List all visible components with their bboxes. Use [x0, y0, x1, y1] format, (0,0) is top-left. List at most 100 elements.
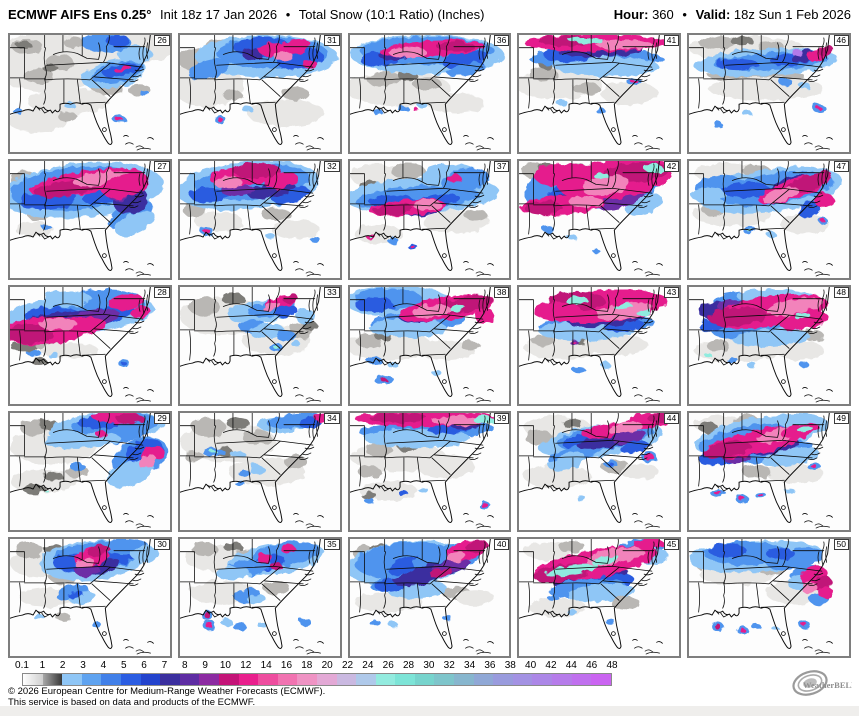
colorbar-tick-label: 12 — [240, 660, 252, 671]
ensemble-panel-member-46[interactable]: 46 — [687, 33, 851, 154]
colorbar-segment — [493, 674, 513, 685]
colorbar-segment — [238, 674, 259, 685]
member-number: 34 — [324, 413, 340, 424]
colorbar-segment — [140, 674, 161, 685]
ensemble-panel-member-32[interactable]: 32 — [177, 159, 342, 280]
colorbar-segment — [297, 674, 317, 685]
member-snow-map — [179, 539, 340, 656]
ensemble-panel-member-28[interactable]: 28 — [8, 285, 172, 406]
ensemble-panel-member-30[interactable]: 30 — [8, 537, 172, 658]
ensemble-panel-member-44[interactable]: 44 — [517, 411, 682, 532]
colorbar-segment — [218, 674, 239, 685]
ensemble-panel-member-26[interactable]: 26 — [8, 33, 172, 154]
ensemble-panel-member-27[interactable]: 27 — [8, 159, 172, 280]
ensemble-panel-member-43[interactable]: 43 — [517, 285, 682, 406]
colorbar-tick-label: 9 — [202, 660, 208, 671]
ensemble-panel-member-33[interactable]: 33 — [177, 285, 342, 406]
member-number: 45 — [663, 539, 680, 550]
member-number: 47 — [833, 161, 849, 172]
colorbar-segment — [512, 674, 533, 685]
weatherbell-logo: WeatherBELL — [786, 663, 857, 705]
colorbar-segment — [42, 674, 63, 685]
member-snow-map — [689, 413, 849, 530]
ensemble-panel-member-42[interactable]: 42 — [517, 159, 682, 280]
member-number: 46 — [833, 35, 849, 46]
ensemble-panel-member-47[interactable]: 47 — [687, 159, 851, 280]
colorbar-tick-label: 6 — [141, 660, 147, 671]
member-snow-map — [349, 413, 510, 530]
colorbar-tick-label: 7 — [161, 660, 168, 671]
copyright-footer: © 2026 European Centre for Medium-Range … — [8, 686, 325, 708]
member-number: 48 — [833, 287, 849, 298]
hour-label: Hour: — [613, 7, 649, 22]
colorbar-tick-label: 3 — [80, 660, 86, 671]
colorbar-segment — [316, 674, 337, 685]
member-snow-map — [689, 539, 849, 656]
member-snow-map — [179, 35, 340, 152]
colorbar-tick-label: 22 — [341, 660, 354, 671]
member-number: 26 — [154, 35, 170, 46]
colorbar-tick-label: 4 — [100, 660, 107, 671]
member-number: 42 — [663, 161, 680, 172]
member-snow-map — [519, 539, 680, 656]
colorbar-tick-label: 24 — [362, 660, 374, 671]
colorbar-tick-label: 10 — [219, 660, 231, 671]
colorbar-tick-label: 28 — [402, 660, 415, 671]
member-snow-map — [10, 539, 170, 656]
member-number: 36 — [493, 35, 510, 46]
colorbar-segment — [395, 674, 415, 685]
colorbar-tick-row: 0.1 1 2 3 4 5 6 7 8 9 10 12 14 16 18 20 22 24 26 28 30 32 34 36… — [15, 660, 618, 673]
member-number: 41 — [663, 35, 680, 46]
colorbar-tick-label: 18 — [301, 660, 313, 671]
member-number: 33 — [324, 287, 340, 298]
member-snow-map — [519, 287, 680, 404]
member-number: 31 — [324, 35, 340, 46]
ensemble-panel-member-31[interactable]: 31 — [177, 33, 342, 154]
ensemble-panel-member-49[interactable]: 49 — [687, 411, 851, 532]
member-snow-map — [10, 287, 170, 404]
colorbar-scale — [22, 673, 612, 686]
ensemble-panel-member-50[interactable]: 50 — [687, 537, 851, 658]
ensemble-panel-member-45[interactable]: 45 — [517, 537, 682, 658]
colorbar-segment — [336, 674, 357, 685]
member-snow-map — [349, 287, 510, 404]
colorbar-tick-label: 14 — [260, 660, 272, 671]
ensemble-panel-member-38[interactable]: 38 — [347, 285, 512, 406]
member-number: 37 — [493, 161, 510, 172]
member-number: 49 — [833, 413, 849, 424]
member-snow-map — [349, 539, 510, 656]
ensemble-panel-member-41[interactable]: 41 — [517, 33, 682, 154]
colorbar-tick-label: 5 — [120, 660, 127, 671]
colorbar-segment — [258, 674, 278, 685]
ensemble-panel-member-48[interactable]: 48 — [687, 285, 851, 406]
colorbar-segment — [23, 674, 43, 685]
colorbar-segment — [277, 674, 298, 685]
valid-time-header: Hour: 360 • Valid: 18z Sun 1 Feb 2026 — [614, 7, 851, 22]
ensemble-panel-grid: 26 31 36 41 46 27 32 37 42 47 28 33 38 43 48 29 34 39 44 49… — [8, 33, 851, 658]
ensemble-panel-member-35[interactable]: 35 — [177, 537, 342, 658]
colorbar-tick-label: 46 — [586, 660, 598, 671]
ensemble-panel-member-40[interactable]: 40 — [347, 537, 512, 658]
colorbar-tick-label: 44 — [565, 660, 577, 671]
colorbar-tick-label: 42 — [545, 660, 557, 671]
member-number: 28 — [154, 287, 170, 298]
colorbar-tick-label: 30 — [423, 660, 435, 671]
member-number: 27 — [154, 161, 170, 172]
ensemble-panel-member-34[interactable]: 34 — [177, 411, 342, 532]
member-number: 38 — [493, 287, 510, 298]
member-snow-map — [519, 35, 680, 152]
ensemble-panel-member-37[interactable]: 37 — [347, 159, 512, 280]
header-separator: • — [682, 7, 687, 22]
member-number: 39 — [493, 413, 510, 424]
service-line: This service is based on data and produc… — [8, 696, 256, 708]
member-snow-map — [179, 287, 340, 404]
colorbar-segment — [434, 674, 455, 685]
ensemble-panel-member-39[interactable]: 39 — [347, 411, 512, 532]
ensemble-panel-member-36[interactable]: 36 — [347, 33, 512, 154]
member-snow-map — [519, 161, 680, 278]
member-snow-map — [689, 161, 849, 278]
ensemble-panel-member-29[interactable]: 29 — [8, 411, 172, 532]
member-snow-map — [689, 287, 849, 404]
colorbar-segment — [532, 674, 553, 685]
bottom-strip — [0, 706, 859, 716]
